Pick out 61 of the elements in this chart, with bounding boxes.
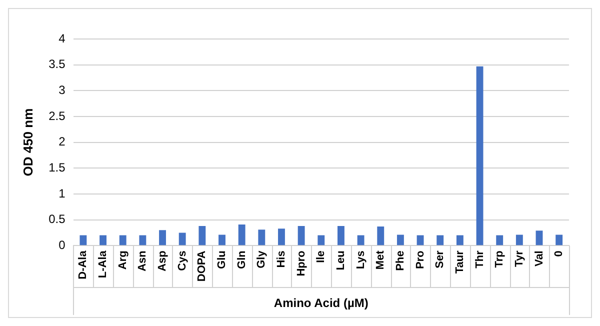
bar <box>436 235 444 246</box>
x-tick-label: Gly <box>256 250 268 268</box>
x-tick-label: Asn <box>136 250 149 272</box>
bar <box>198 226 206 246</box>
bar <box>516 234 523 246</box>
y-tick-label: 0.5 <box>48 212 66 226</box>
y-tick-label: 3.5 <box>48 57 66 72</box>
x-tick-label: Asp <box>156 250 169 272</box>
x-tick-label: His <box>276 250 288 268</box>
bar <box>416 235 424 246</box>
x-tick-label: 0 <box>553 250 566 257</box>
x-tick-label: D-Ala <box>77 250 90 280</box>
bar <box>318 235 325 246</box>
y-tick-label: 2.5 <box>48 108 66 123</box>
bar <box>178 232 186 246</box>
bar <box>159 230 166 246</box>
bar <box>377 226 384 246</box>
bar <box>338 226 344 246</box>
x-axis-title: Amino Acid (µM) <box>274 296 368 310</box>
y-tick-label: 3 <box>58 82 66 97</box>
x-tick-label: Met <box>374 250 387 270</box>
bar <box>278 228 285 246</box>
x-tick-label: Lys <box>354 250 367 270</box>
bar <box>456 235 464 246</box>
bar <box>476 66 484 246</box>
y-tick-label: 1 <box>58 186 66 200</box>
bar <box>496 235 504 246</box>
y-tick-label: 2 <box>58 134 66 149</box>
bar <box>396 234 404 246</box>
y-tick-label: 1.5 <box>48 160 66 174</box>
y-tick-label: 4 <box>58 31 66 46</box>
bar <box>238 224 246 246</box>
x-tick-label: Trp <box>494 250 506 268</box>
bar <box>536 230 543 246</box>
x-tick-label: Tyr <box>513 250 526 267</box>
y-axis-title: OD 450 nm <box>20 108 36 176</box>
bar <box>80 235 87 246</box>
x-tick-label: L-Ala <box>97 250 110 278</box>
x-tick-label: Taur <box>454 250 466 274</box>
bar <box>119 235 126 246</box>
bar <box>218 234 226 246</box>
x-tick-label: Pro <box>414 250 426 269</box>
x-tick-label: Ser <box>434 250 446 268</box>
bar <box>139 235 146 246</box>
x-tick-label: Arg <box>116 250 129 270</box>
x-tick-label: Ile <box>315 250 328 263</box>
x-tick-label: Thr <box>474 250 486 268</box>
bar <box>357 235 364 246</box>
x-tick-label: Gln <box>236 250 248 269</box>
y-tick-label: 0 <box>58 238 66 252</box>
x-tick-label: Glu <box>216 250 228 269</box>
bar <box>298 226 305 246</box>
x-tick-label: Cys <box>176 250 188 271</box>
bar <box>100 235 106 246</box>
x-tick-label: Hpro <box>295 250 308 276</box>
x-tick-label: Phe <box>394 250 406 271</box>
bar <box>258 230 266 246</box>
x-tick-label: Leu <box>335 250 347 270</box>
bar <box>556 234 563 246</box>
x-tick-label: DOPA <box>196 250 208 282</box>
x-tick-label: Val <box>533 250 546 267</box>
